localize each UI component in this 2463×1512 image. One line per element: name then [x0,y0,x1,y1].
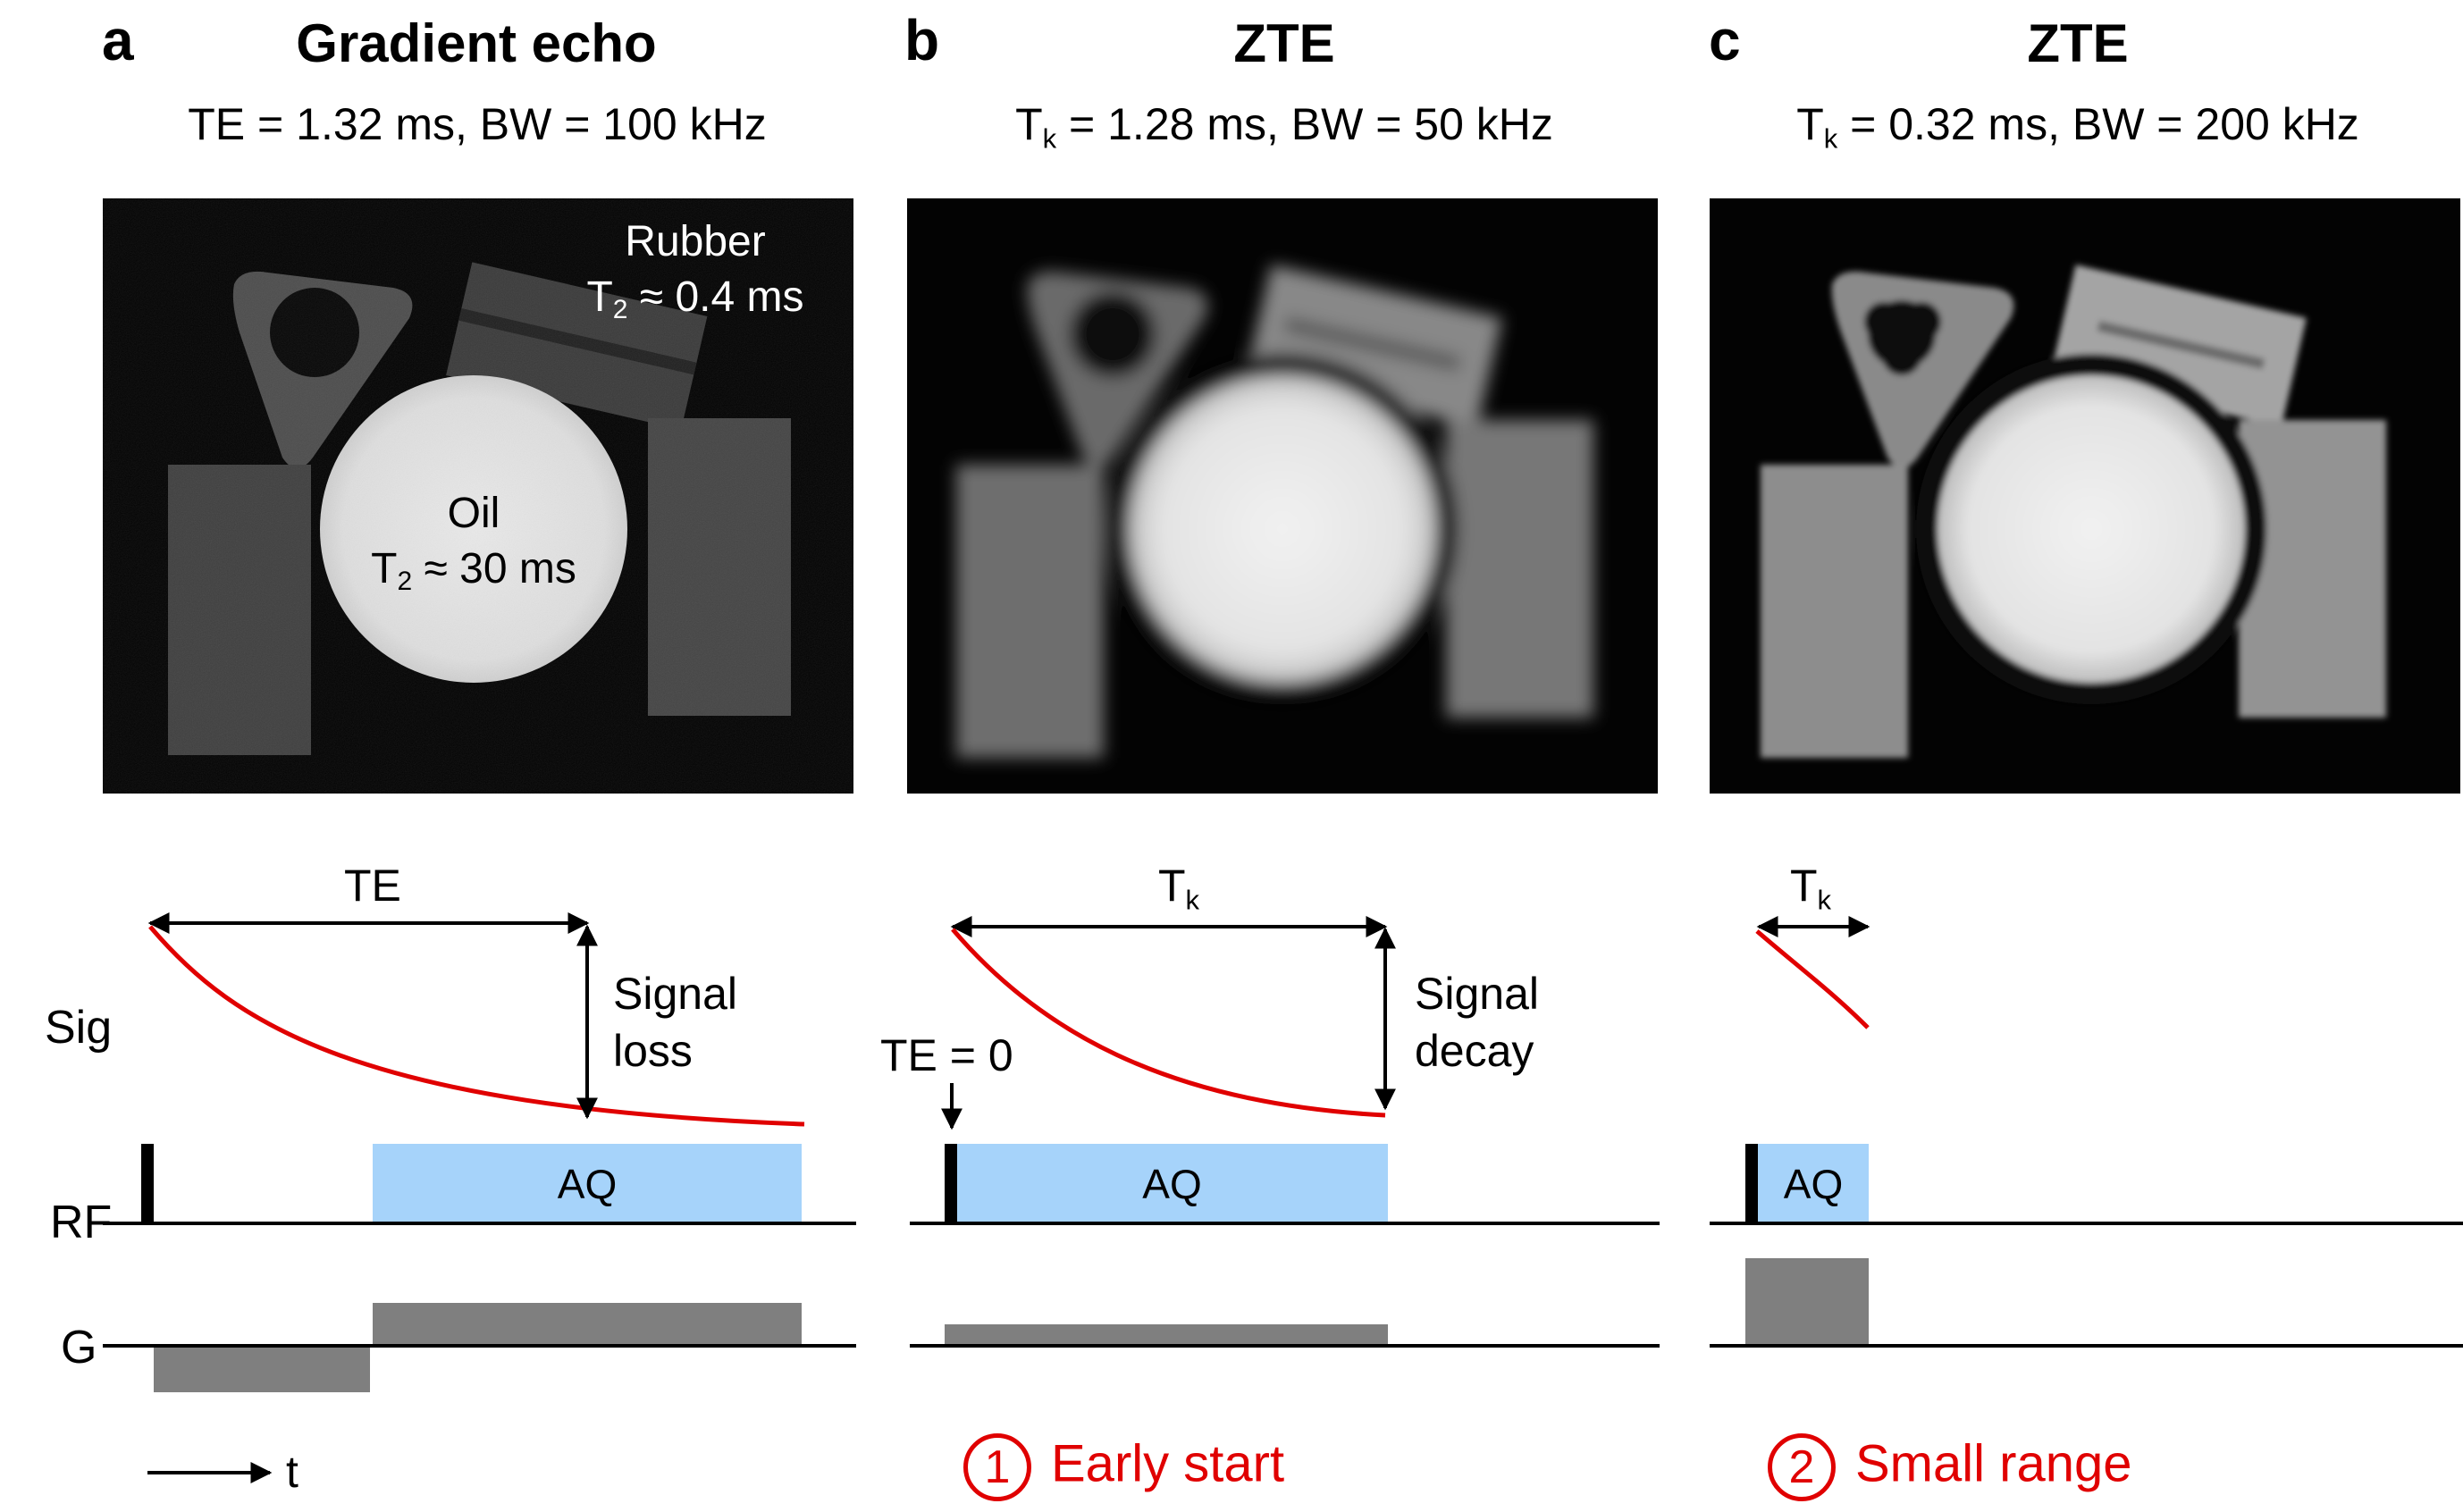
mri-image-zte-long [907,198,1658,794]
row-label-signal: Sig [45,1002,113,1054]
note-number-2-icon: 2 [1768,1433,1836,1501]
rf-pulse-b [945,1144,957,1222]
panel-title-c: ZTE [2027,13,2129,73]
aq-box-c [1756,1144,1869,1222]
row-label-gradient: G [61,1322,97,1373]
gradient-readout-a [373,1303,802,1346]
note-number-1-icon: 1 [963,1433,1031,1501]
sequence-diagram-c [1710,916,2463,1348]
tk-label-b: Tk [1158,861,1200,916]
mri-image-zte-short [1710,198,2460,794]
panel-letter-c: c [1709,8,1741,72]
gradient-readout-b [945,1324,1388,1346]
panel-title-b: ZTE [1233,13,1335,73]
time-axis-label: t [286,1447,298,1497]
sequence-diagram-b [910,916,1660,1348]
gradient-prephase-a [154,1346,370,1392]
rf-pulse-c [1745,1144,1758,1222]
aq-box-a [373,1144,802,1222]
sequence-diagram-a [103,912,856,1483]
gradient-readout-c [1745,1258,1869,1346]
aq-label-a: AQ [557,1161,618,1207]
params-c: Tk = 0.32 ms, BW = 200 kHz [1796,99,2359,155]
mri-image-gradient-echo [103,198,853,794]
aq-label-c: AQ [1783,1161,1844,1207]
signal-curve-c [1755,929,1870,1029]
te-label: TE [344,861,401,911]
panel-letter-a: a [102,8,134,72]
rf-pulse-a [141,1144,154,1222]
params-a: TE = 1.32 ms, BW = 100 kHz [188,99,767,149]
signal-curve-b [951,928,1386,1118]
signal-decay-label: Signal decay [1415,969,1539,1076]
signal-curve-a [148,925,805,1127]
panel-title-a: Gradient echo [296,13,657,73]
tk-label-c: Tk [1790,861,1832,916]
rubber-label: Rubber T2 ≈ 0.4 ms [586,218,804,324]
aq-box-b [956,1144,1388,1222]
signal-loss-label: Signal loss [613,969,737,1076]
row-label-rf: RF [50,1197,113,1248]
note-early-start: 1 Early start [963,1433,1284,1501]
params-b: Tk = 1.28 ms, BW = 50 kHz [1015,99,1553,155]
te-zero-label: TE = 0 [880,1030,1013,1080]
note-small-range: 2 Small range [1768,1433,2131,1501]
aq-label-b: AQ [1142,1161,1202,1207]
oil-label: Oil T2 ≈ 30 ms [371,490,576,596]
panel-letter-b: b [904,8,940,72]
